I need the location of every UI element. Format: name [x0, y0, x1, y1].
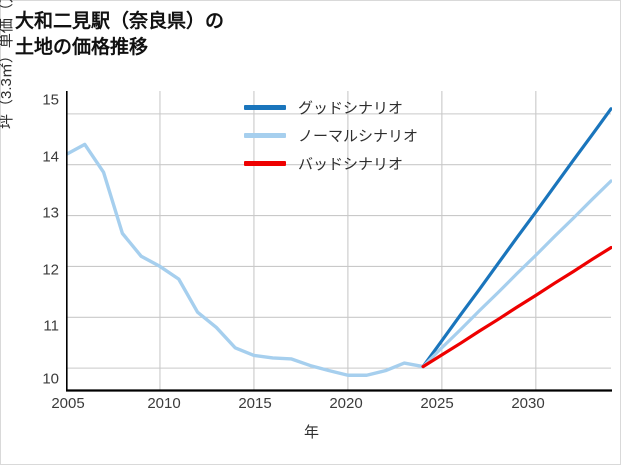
series-lines [66, 107, 612, 377]
y-tick-label: 14 [42, 148, 59, 166]
legend-label-normal: ノーマルシナリオ [298, 127, 419, 145]
y-tick-label: 11 [43, 317, 59, 335]
chart-canvas [66, 91, 612, 392]
legend-swatch-good [244, 104, 286, 110]
legend-item-normal[interactable]: ノーマルシナリオ [244, 121, 474, 149]
legend: グッドシナリオ ノーマルシナリオ バッドシナリオ [244, 93, 474, 177]
legend-item-good[interactable]: グッドシナリオ [244, 93, 474, 121]
x-axis-title: 年 [303, 424, 319, 441]
plot-area [66, 91, 612, 392]
series-line-3 [421, 246, 612, 369]
x-tick-label: 2025 [420, 395, 454, 412]
legend-label-bad: バッドシナリオ [298, 155, 404, 173]
legend-label-good: グッドシナリオ [298, 99, 404, 117]
y-tick-label: 13 [42, 204, 59, 222]
series-line-2 [421, 179, 612, 369]
series-line-0 [66, 142, 425, 377]
x-tick-label: 2005 [51, 395, 85, 412]
gridlines [66, 91, 611, 391]
legend-swatch-bad [244, 160, 286, 166]
y-axis-tick-labels: 15 14 13 12 11 10 [1, 1, 59, 466]
x-tick-label: 2030 [511, 395, 545, 412]
x-tick-label: 2010 [147, 395, 181, 412]
page-title: 大和二見駅（奈良県）の 土地の価格推移 [15, 11, 225, 58]
y-tick-label: 15 [42, 91, 59, 109]
y-axis-title: 坪（3.3㎡）単価（万円） [0, 0, 15, 129]
legend-item-bad[interactable]: バッドシナリオ [244, 149, 474, 177]
series-line-1 [421, 107, 612, 369]
legend-swatch-normal [244, 132, 286, 138]
y-tick-label: 10 [42, 370, 59, 388]
x-tick-label: 2015 [238, 395, 272, 412]
y-tick-label: 12 [42, 261, 59, 279]
x-tick-label: 2020 [329, 395, 363, 412]
axis-lines [66, 91, 612, 392]
